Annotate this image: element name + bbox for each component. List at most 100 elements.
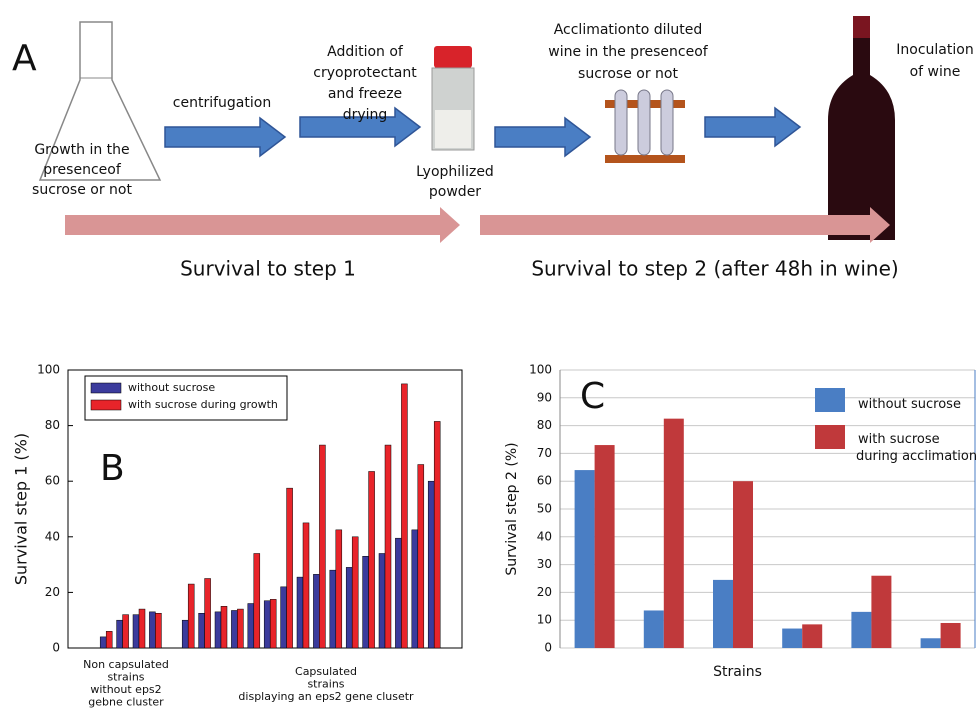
group-label: Capsulated (295, 665, 357, 678)
bar (139, 609, 145, 648)
bar (412, 530, 418, 648)
y-tick-label: 20 (537, 585, 552, 599)
bar (319, 445, 325, 648)
legend-label-line: with sucrose (858, 432, 940, 447)
bar (871, 576, 891, 648)
y-tick-label: 60 (537, 474, 552, 488)
bar (418, 465, 424, 648)
y-tick-label: 100 (37, 363, 60, 377)
panel-label: C (580, 376, 605, 417)
legend-swatch (91, 400, 121, 410)
legend-label-line: during acclimation (856, 449, 977, 464)
tube (661, 90, 673, 155)
step-label: Inoculation (896, 42, 973, 58)
bar (401, 384, 407, 648)
y-axis-label: Survival step 2 (%) (504, 442, 520, 575)
legend-label-line: without sucrose (858, 397, 961, 412)
step-label: presenceof (43, 162, 122, 178)
process-arrows (165, 108, 800, 156)
step-label: powder (429, 184, 481, 200)
arrow (705, 108, 800, 146)
panel-label: B (100, 448, 125, 489)
bar (428, 481, 434, 648)
bar (802, 624, 822, 648)
bottle (828, 16, 895, 240)
bar (782, 629, 802, 648)
bar (221, 606, 227, 648)
legend-label: without sucrose (128, 381, 215, 394)
group-label: gebne cluster (88, 696, 164, 709)
bar (664, 419, 684, 648)
y-tick-label: 50 (537, 502, 552, 516)
bar (733, 481, 753, 648)
x-axis-label: Strains (713, 664, 762, 680)
survival-label: Survival to step 1 (180, 257, 356, 281)
survival-arrow (65, 207, 460, 243)
arrow (165, 118, 285, 156)
bar (336, 530, 342, 648)
y-tick-label: 40 (45, 529, 60, 543)
step-label: of wine (910, 64, 961, 80)
powder (435, 110, 471, 148)
group-label: Non capsulated (83, 658, 169, 671)
legend-label: with sucrose during growth (128, 398, 278, 411)
y-tick-label: 0 (544, 641, 552, 655)
step-label: Acclimationto diluted (554, 22, 703, 38)
bar (149, 612, 155, 648)
bar (713, 580, 733, 648)
bar (199, 613, 205, 648)
tube (638, 90, 650, 155)
y-tick-label: 70 (537, 446, 552, 460)
group-label: strains (307, 678, 344, 691)
bar (248, 604, 254, 648)
bar (851, 612, 871, 648)
group-label: without eps2 (90, 683, 161, 696)
step-label: Growth in the (34, 142, 129, 158)
bar (369, 471, 375, 648)
step-label: and freeze (328, 86, 402, 102)
bar (330, 570, 336, 648)
bar (352, 537, 358, 648)
y-tick-label: 10 (537, 613, 552, 627)
y-tick-label: 20 (45, 585, 60, 599)
bar (106, 631, 112, 648)
bar (188, 584, 194, 648)
legend-swatch (815, 425, 845, 449)
step-label: Addition of (327, 44, 404, 60)
y-tick-label: 0 (52, 641, 60, 655)
tube (615, 90, 627, 155)
y-tick-label: 60 (45, 474, 60, 488)
y-tick-label: 40 (537, 529, 552, 543)
bar (346, 567, 352, 648)
bar (117, 620, 123, 648)
bar (100, 637, 106, 648)
bar (123, 615, 129, 648)
bar (281, 587, 287, 648)
bar (644, 610, 664, 648)
bar (155, 613, 161, 648)
y-axis-label: Survival step 1 (%) (12, 433, 31, 585)
bar (215, 612, 221, 648)
y-tick-label: 100 (529, 363, 552, 377)
bar (237, 609, 243, 648)
bar (941, 623, 961, 648)
figure: AGrowth in thepresenceofsucrose or notce… (0, 0, 978, 718)
step-label: drying (343, 107, 388, 123)
bar (182, 620, 188, 648)
y-tick-label: 30 (537, 557, 552, 571)
bar (379, 553, 385, 648)
bar (303, 523, 309, 648)
panel-a-drawing (40, 16, 895, 243)
bar (395, 538, 401, 648)
arrow (495, 118, 590, 156)
step-label: sucrose or not (32, 182, 132, 198)
legend-swatch (91, 383, 121, 393)
bar (297, 577, 303, 648)
bottle-cap (853, 16, 870, 38)
legend-swatch (815, 388, 845, 412)
bar (133, 615, 139, 648)
panel-label: A (12, 38, 37, 79)
rack-bottom (605, 155, 685, 163)
step-label: Lyophilized (416, 164, 494, 180)
bar (205, 579, 211, 649)
